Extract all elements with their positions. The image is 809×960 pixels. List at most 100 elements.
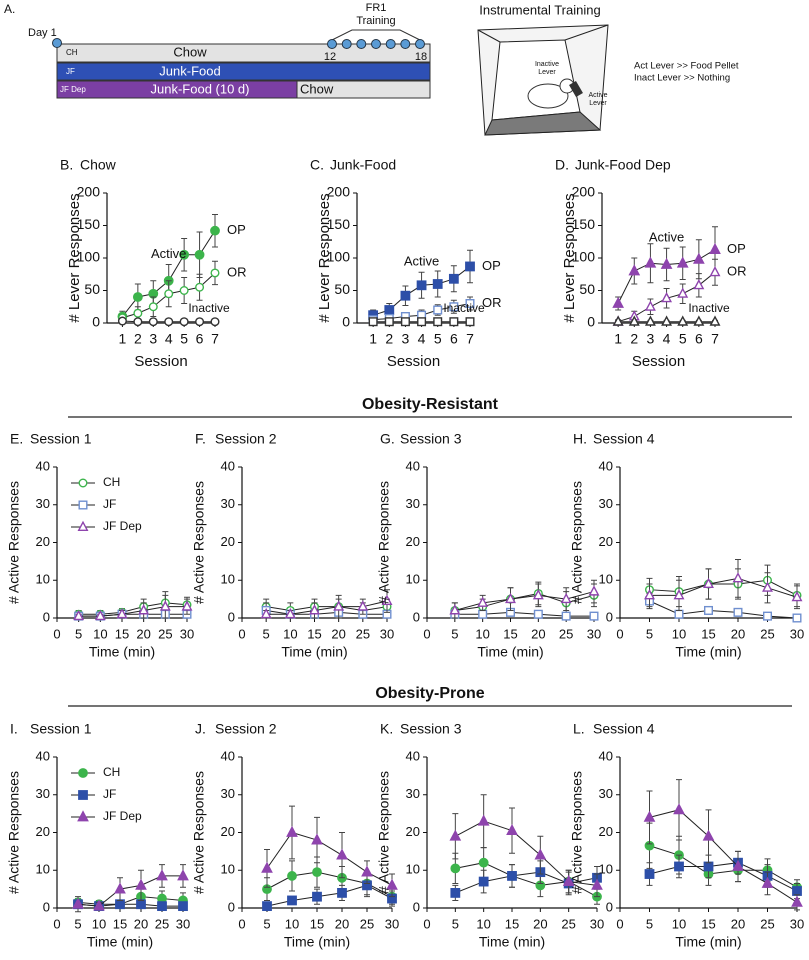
marker (284, 607, 296, 619)
marker (562, 874, 575, 886)
x-axis-title: Time (min) (477, 644, 543, 660)
x-tick-label: 30 (790, 916, 804, 931)
y-tick-label: 30 (406, 496, 420, 511)
marker (287, 871, 297, 881)
y-tick-label: 30 (599, 496, 613, 511)
chart: D. Junk-Food Dep 0 50 100 150 200 1 2 3 4 5 6 7 Sessio… (555, 157, 747, 370)
x-tick-label: 30 (385, 916, 399, 931)
x-tick-label: 25 (158, 626, 172, 641)
row-tag: JF (66, 67, 75, 76)
marker (138, 604, 150, 615)
marker (478, 876, 489, 887)
marker (195, 282, 205, 292)
marker (148, 302, 158, 312)
x-tick-label: 30 (587, 626, 601, 641)
marker (704, 605, 714, 615)
marker (677, 287, 689, 298)
y-tick-label: 0 (43, 899, 50, 914)
annotation: OR (482, 295, 502, 310)
marker (181, 600, 193, 611)
x-tick-label: 0 (423, 626, 430, 641)
training-dots (327, 39, 425, 49)
marker (589, 611, 599, 621)
chart-title: Session 4 (593, 721, 655, 737)
y-tick-label: 40 (221, 748, 235, 763)
x-tick-label: 6 (196, 331, 204, 347)
series-line (649, 579, 798, 596)
y-tick-label: 100 (572, 249, 596, 265)
marker (135, 878, 147, 890)
y-tick-label: 40 (406, 748, 420, 763)
y-tick-label: 10 (221, 862, 235, 877)
y-axis-title: # Lever Responses (316, 193, 333, 322)
marker (287, 895, 297, 906)
marker (260, 607, 272, 619)
marker (643, 810, 656, 822)
panel-label: H. (573, 431, 587, 447)
y-tick-label: 200 (327, 184, 351, 200)
marker (532, 589, 544, 600)
legend-marker (78, 790, 88, 800)
marker (644, 256, 657, 268)
marker (210, 317, 220, 327)
annotation: Active (404, 254, 439, 269)
row-label: Chow (173, 44, 207, 59)
lever-label: Active (588, 92, 607, 99)
y-tick-label: 30 (36, 496, 50, 511)
panel-label: J. (195, 721, 206, 737)
day-dot (52, 38, 62, 48)
x-tick-label: 5 (679, 331, 687, 347)
lever (569, 80, 583, 98)
timeline: A. Day 1 CH Chow JF Junk-Food JF Dep Jun… (4, 2, 431, 99)
x-tick-label: 5 (434, 331, 442, 347)
marker (117, 316, 127, 326)
marker (661, 292, 673, 303)
marker (312, 891, 322, 902)
x-axis-title: Time (min) (281, 644, 347, 660)
annotation: OR (727, 264, 747, 279)
marker (136, 899, 146, 910)
legend-label: CH (103, 765, 120, 779)
y-axis-title: # Active Responses (569, 481, 585, 604)
marker (262, 901, 272, 912)
chow-bar (56, 43, 431, 63)
x-tick-label: 10 (285, 916, 299, 931)
x-tick-label: 15 (113, 916, 127, 931)
legend-marker (78, 768, 88, 778)
x-tick-label: 10 (476, 916, 490, 931)
x-tick-label: 30 (590, 916, 604, 931)
marker (400, 290, 411, 301)
x-tick-label: 25 (360, 916, 374, 931)
x-tick-label: 15 (701, 916, 715, 931)
x-tick-label: 4 (418, 331, 426, 347)
panel-label: I. (10, 721, 18, 737)
x-axis-title: Time (min) (675, 644, 741, 660)
y-tick-label: 150 (77, 216, 101, 232)
series-line (649, 809, 798, 903)
x-tick-label: 30 (176, 916, 190, 931)
legend-label: JF (103, 497, 116, 511)
y-tick-label: 40 (221, 458, 235, 473)
x-tick-label: 1 (119, 331, 127, 347)
annotation: Active (151, 246, 186, 261)
marker (194, 249, 205, 260)
x-tick-label: 5 (646, 916, 653, 931)
legend-label: JF (103, 787, 116, 801)
fr1-label: FR1 (366, 2, 387, 14)
series-line (649, 862, 798, 892)
x-tick-label: 20 (731, 916, 745, 931)
marker (762, 581, 773, 592)
marker (73, 609, 85, 621)
y-axis-title: # Active Responses (376, 771, 392, 894)
y-tick-label: 40 (599, 748, 613, 763)
marker (693, 279, 705, 290)
marker (115, 899, 125, 910)
y-tick-label: 50 (334, 281, 350, 297)
y-tick-label: 20 (221, 534, 235, 549)
y-tick-label: 20 (599, 824, 613, 839)
panel-label: K. (380, 721, 393, 737)
x-tick-label: 2 (630, 331, 638, 347)
chart: F. Session 2 0 10 20 30 40 0 5 10 15 20 25 30 Time (mi… (191, 431, 395, 660)
